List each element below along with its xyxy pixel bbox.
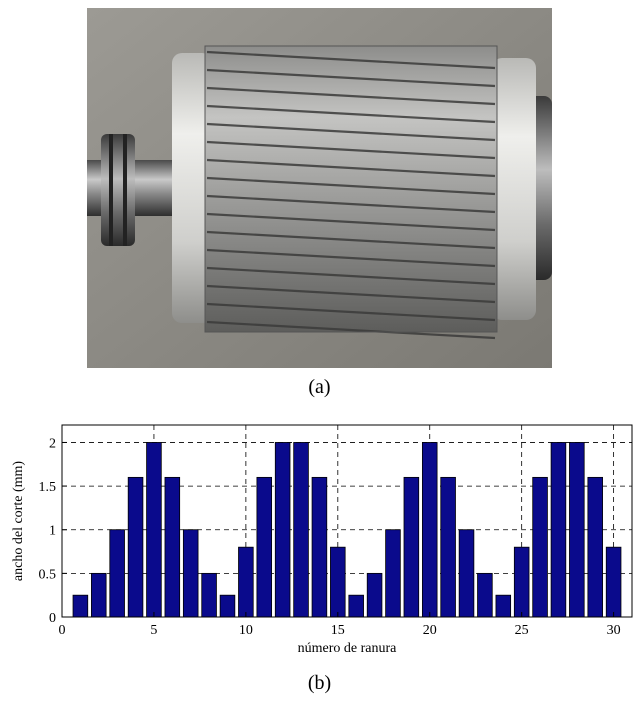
bar (311, 476, 328, 618)
rotor-slot-line (206, 230, 496, 250)
rotor-slot-line (206, 86, 496, 106)
bar (495, 594, 512, 618)
bar (569, 442, 585, 618)
bar (109, 529, 125, 618)
rotor-slot-line (206, 320, 496, 340)
bar (477, 572, 493, 618)
bar (238, 546, 254, 618)
bar (513, 546, 530, 618)
bar (330, 546, 346, 618)
caption-a: (a) (308, 376, 331, 398)
bar (219, 594, 236, 618)
rotor-slot-line (206, 68, 496, 88)
y-axis-label: ancho del corte (mm) (11, 461, 26, 581)
bar (256, 476, 273, 618)
bar (182, 529, 199, 618)
bar (458, 529, 475, 618)
rotor-slot-line (206, 248, 496, 268)
bar (72, 594, 89, 618)
bar (385, 529, 401, 618)
bar (91, 572, 107, 618)
bar (127, 476, 144, 618)
x-tick-label: 10 (239, 623, 253, 638)
bar (146, 442, 162, 618)
rotor-slot-line (206, 302, 496, 322)
rotor-slot-line (206, 176, 496, 196)
x-tick-label: 0 (59, 623, 66, 638)
x-tick-label: 25 (515, 623, 529, 638)
rotor-slot-line (206, 158, 496, 178)
bar (440, 476, 456, 618)
y-tick-label: 1 (49, 524, 56, 539)
bar (274, 442, 291, 618)
bar (348, 594, 364, 618)
chart-bars (72, 442, 622, 618)
bar (366, 572, 383, 618)
slot-cut-width-chart: 0 5 10 15 20 25 30 0 0.5 1 1.5 2 número de ranura a… (11, 424, 633, 656)
caption-b: (b) (307, 672, 332, 694)
y-tick-label: 1.5 (39, 480, 57, 495)
x-tick-label: 15 (331, 623, 345, 638)
rotor-slot-line (206, 194, 496, 214)
bar (421, 442, 438, 618)
bar (605, 546, 622, 618)
y-tick-label: 2 (49, 436, 56, 451)
chart-ticks: 0 5 10 15 20 25 30 0 0.5 1 1.5 2 (39, 436, 621, 638)
x-axis-label: número de ranura (298, 641, 398, 656)
bar (532, 476, 548, 618)
rotor-slot-line (206, 140, 496, 160)
y-tick-label: 0 (49, 611, 56, 626)
rotor-photo (87, 8, 552, 368)
rotor-slot-line (206, 104, 496, 124)
x-tick-label: 30 (607, 623, 621, 638)
bar (587, 476, 603, 618)
rotor-slot-line (206, 212, 496, 232)
rotor-slot-line (206, 284, 496, 304)
rotor-slot-line (206, 50, 496, 70)
bar (201, 572, 217, 618)
bar (164, 476, 181, 618)
y-tick-label: 0.5 (39, 567, 57, 582)
bar (293, 442, 309, 618)
plot-frame (61, 424, 633, 618)
rotor-slot-line (206, 122, 496, 142)
rotor-slot-line (206, 266, 496, 286)
x-tick-label: 5 (150, 623, 157, 638)
bar (550, 442, 567, 618)
x-tick-label: 20 (423, 623, 437, 638)
bar (403, 476, 420, 618)
